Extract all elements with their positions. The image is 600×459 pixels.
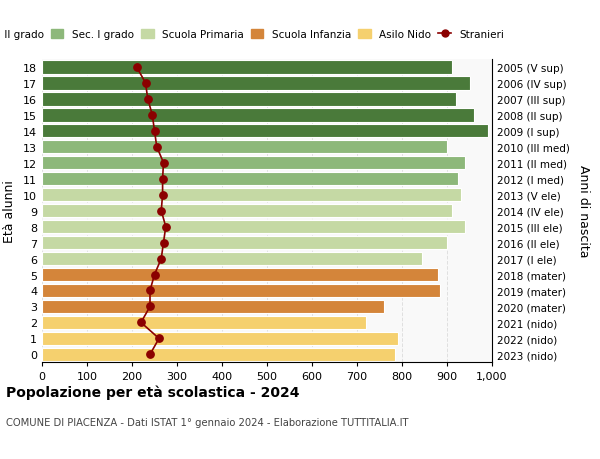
- Point: [161, 224, 170, 231]
- Bar: [42, 125, 488, 138]
- Bar: [42, 300, 384, 313]
- Point: [150, 128, 160, 135]
- Point: [159, 160, 169, 167]
- Y-axis label: Età alunni: Età alunni: [3, 180, 16, 242]
- Point: [159, 239, 169, 246]
- Point: [158, 176, 167, 183]
- Bar: [42, 348, 395, 361]
- Point: [145, 303, 155, 310]
- Bar: [42, 284, 440, 297]
- Legend: Sec. II grado, Sec. I grado, Scuola Primaria, Scuola Infanzia, Asilo Nido, Stran: Sec. II grado, Sec. I grado, Scuola Prim…: [0, 26, 508, 44]
- Bar: [42, 140, 447, 154]
- Point: [150, 271, 160, 279]
- Bar: [42, 109, 474, 122]
- Bar: [42, 252, 422, 266]
- Text: COMUNE DI PIACENZA - Dati ISTAT 1° gennaio 2024 - Elaborazione TUTTITALIA.IT: COMUNE DI PIACENZA - Dati ISTAT 1° genna…: [6, 417, 409, 427]
- Point: [154, 335, 164, 342]
- Bar: [42, 204, 452, 218]
- Point: [157, 207, 166, 215]
- Point: [143, 96, 152, 103]
- Point: [157, 255, 166, 263]
- Point: [145, 351, 155, 358]
- Point: [132, 64, 142, 71]
- Text: Popolazione per età scolastica - 2024: Popolazione per età scolastica - 2024: [6, 385, 299, 399]
- Y-axis label: Anni di nascita: Anni di nascita: [577, 165, 590, 257]
- Bar: [42, 236, 447, 250]
- Point: [141, 80, 151, 87]
- Point: [152, 144, 161, 151]
- Bar: [42, 173, 458, 186]
- Bar: [42, 332, 398, 346]
- Bar: [42, 93, 456, 106]
- Point: [158, 191, 167, 199]
- Bar: [42, 77, 470, 90]
- Bar: [42, 268, 438, 282]
- Bar: [42, 189, 461, 202]
- Bar: [42, 61, 452, 74]
- Bar: [42, 220, 465, 234]
- Point: [136, 319, 146, 326]
- Bar: [42, 157, 465, 170]
- Bar: [42, 316, 366, 330]
- Point: [148, 112, 157, 119]
- Point: [145, 287, 155, 295]
